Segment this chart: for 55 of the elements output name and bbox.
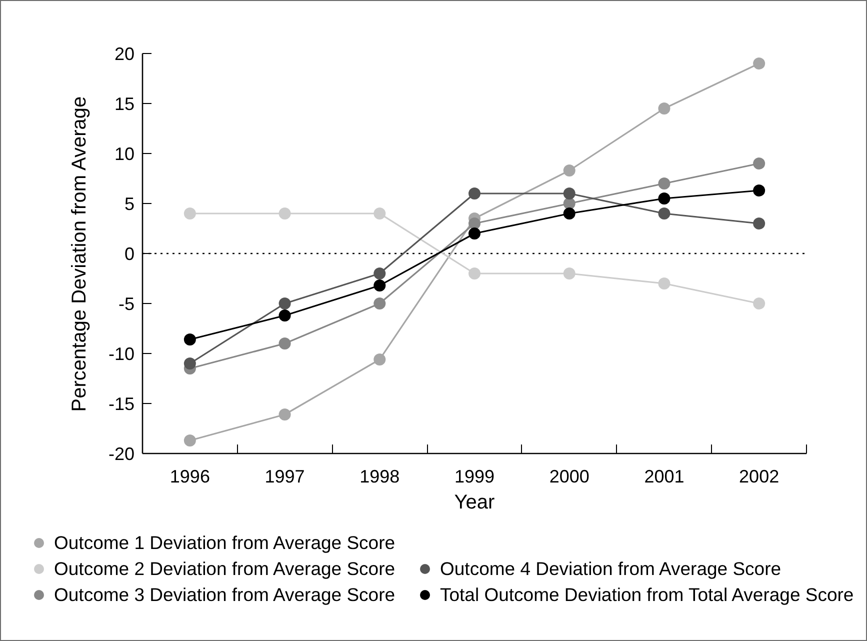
point (658, 208, 670, 220)
x-tick-label: 2002 (739, 466, 780, 486)
y-tick-label: 10 (114, 144, 135, 164)
y-tick-label: -15 (108, 394, 134, 414)
point (184, 434, 196, 446)
legend-label: Outcome 4 Deviation from Average Score (440, 557, 782, 581)
point (278, 310, 291, 322)
point (278, 408, 291, 420)
point (278, 298, 291, 310)
point (563, 268, 576, 280)
point (753, 218, 766, 230)
y-tick-label: -20 (108, 444, 134, 464)
point (184, 208, 196, 220)
y-tick-label: 15 (114, 94, 135, 114)
point (563, 188, 576, 200)
point (278, 338, 291, 350)
x-tick-label: 1999 (454, 466, 495, 486)
legend-label: Total Outcome Deviation from Total Average Score (440, 583, 854, 607)
point (374, 208, 386, 220)
x-axis-title: Year (454, 492, 496, 514)
point (753, 184, 766, 196)
point (658, 192, 670, 204)
point (468, 188, 480, 200)
x-tick-label: 1996 (170, 466, 210, 486)
x-tick-label: 1997 (264, 466, 305, 486)
point (658, 178, 670, 190)
y-axis-title: Percentage Deviation from Average (68, 96, 90, 412)
point (374, 280, 386, 292)
point (658, 278, 670, 290)
y-tick-label: 0 (124, 244, 135, 264)
point (468, 268, 480, 280)
point (468, 228, 480, 240)
point (658, 102, 670, 114)
y-tick-label: 20 (114, 44, 135, 64)
legend-label: Outcome 1 Deviation from Average Score (54, 531, 396, 555)
legend-label: Outcome 2 Deviation from Average Score (54, 557, 396, 581)
point (753, 58, 766, 70)
point (563, 164, 576, 176)
y-tick-label: -5 (118, 294, 135, 314)
point (374, 268, 386, 280)
x-tick-label: 2000 (549, 466, 590, 486)
x-tick-label: 1998 (360, 466, 400, 486)
point (374, 298, 386, 310)
point (563, 208, 576, 220)
point (184, 334, 196, 346)
point (278, 208, 291, 220)
point (184, 358, 196, 370)
y-tick-label: -10 (108, 344, 134, 364)
point (753, 298, 766, 310)
x-tick-label: 2001 (644, 466, 684, 486)
point (753, 158, 766, 170)
point (468, 218, 480, 230)
legend-label: Outcome 3 Deviation from Average Score (54, 583, 396, 607)
y-tick-label: 5 (124, 194, 135, 214)
point (374, 354, 386, 366)
